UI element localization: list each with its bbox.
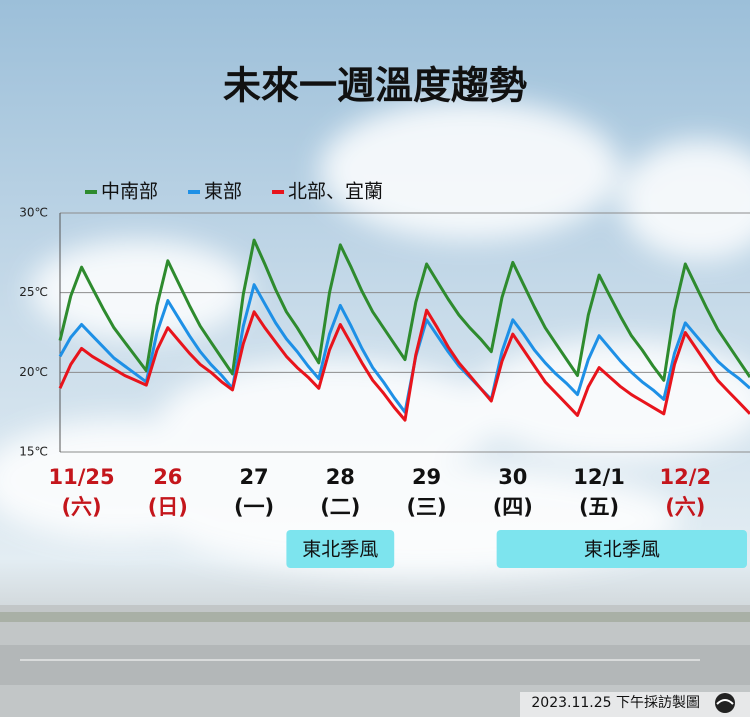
x-tick-label: 30: [498, 465, 527, 489]
series-line: [58, 238, 750, 382]
footer-text: 2023.11.25 下午採訪製圖: [531, 695, 700, 711]
y-tick-label: 20℃: [19, 365, 48, 379]
x-tick-label: 11/25: [49, 465, 115, 489]
y-tick-label: 25℃: [19, 285, 48, 299]
x-tick-sublabel: (二): [320, 495, 360, 519]
x-tick-sublabel: (六): [61, 495, 101, 519]
y-tick-label: 30℃: [19, 206, 48, 220]
x-tick-label: 29: [412, 465, 441, 489]
legend-label: 中南部: [101, 181, 158, 203]
annotation-text: 東北季風: [584, 539, 660, 561]
series-line: [58, 308, 750, 422]
x-tick-sublabel: (六): [665, 495, 705, 519]
y-tick-label: 15℃: [19, 445, 48, 459]
background-clouds: [0, 100, 750, 575]
legend-label: 北部、宜蘭: [288, 181, 383, 203]
chart-title: 未來一週溫度趨勢: [223, 64, 527, 108]
x-tick-sublabel: (三): [406, 495, 446, 519]
footer: 2023.11.25 下午採訪製圖: [520, 692, 750, 717]
runway: [0, 605, 750, 717]
annotation-box: [496, 530, 747, 568]
legend-label: 東部: [204, 181, 242, 203]
x-tick-label: 28: [326, 465, 355, 489]
x-tick-label: 12/2: [660, 465, 712, 489]
x-tick-sublabel: (五): [579, 495, 619, 519]
x-tick-sublabel: (一): [234, 495, 274, 519]
x-tick-label: 26: [153, 465, 182, 489]
x-tick-sublabel: (日): [148, 495, 188, 519]
x-tick-label: 27: [239, 465, 268, 489]
x-tick-sublabel: (四): [493, 495, 533, 519]
annotation-text: 東北季風: [302, 539, 378, 561]
x-tick-label: 12/1: [573, 465, 625, 489]
annotation-box: [286, 530, 395, 568]
